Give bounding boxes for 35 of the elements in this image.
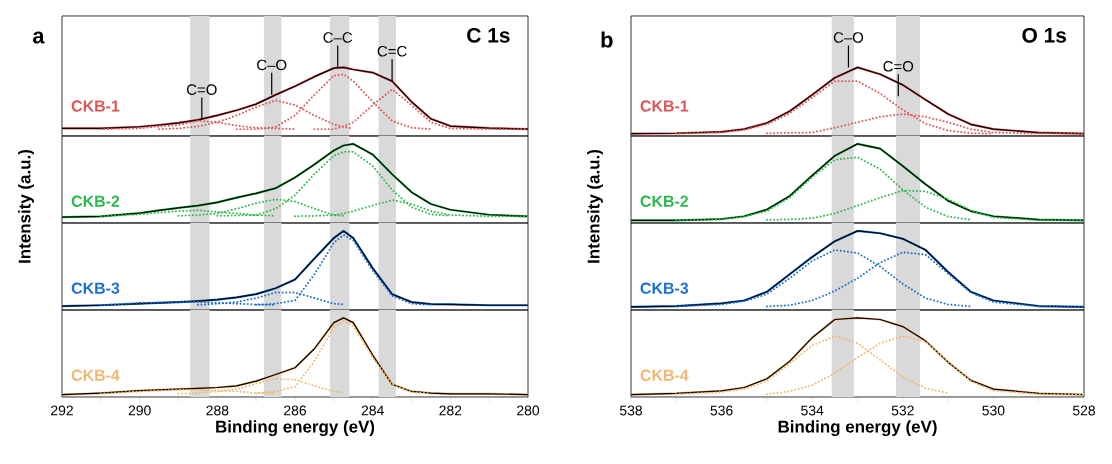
chart-title: b	[601, 31, 613, 48]
x-tick-label: 534	[801, 405, 824, 416]
series-label: CKB-2	[640, 195, 689, 207]
x-axis-title: Binding energy (eV)	[778, 420, 937, 437]
annotation: C=O	[883, 61, 914, 72]
series-label: CKB-3	[640, 282, 689, 294]
series-label: CKB-2	[71, 195, 120, 207]
series-label: CKB-1	[71, 100, 120, 112]
series-label: CKB-3	[71, 282, 120, 294]
x-axis-title: Binding energy (eV)	[216, 420, 375, 437]
x-tick-label: 280	[517, 405, 540, 416]
series-label: CKB-1	[640, 100, 689, 112]
annotation: C=C	[377, 45, 407, 57]
text: C 1s	[467, 27, 510, 43]
series-label: CKB-4	[640, 369, 689, 381]
series-label: CKB-4	[71, 369, 120, 381]
x-tick-label: 532	[891, 405, 914, 416]
x-tick-label: 282	[439, 405, 462, 416]
annotation: C–C	[323, 32, 353, 43]
x-tick-label: 290	[128, 405, 151, 416]
annotation: C–O	[833, 32, 864, 43]
x-tick-label: 530	[982, 405, 1005, 416]
x-tick-label: 284	[361, 405, 384, 416]
annotation: C=O	[187, 84, 217, 95]
y-axis-title: Intensity (a.u.)	[587, 149, 603, 263]
x-tick-label: 538	[619, 405, 643, 416]
text: O 1s	[1022, 27, 1067, 43]
y-axis-title: Intensity (a.u.)	[18, 149, 34, 263]
x-tick-label: 292	[51, 405, 73, 416]
x-tick-label: 286	[284, 405, 307, 416]
x-tick-label: 536	[710, 405, 733, 416]
chart-title: a	[32, 31, 45, 44]
x-tick-label: 288	[206, 405, 229, 416]
annotation: C–O	[257, 59, 287, 71]
x-tick-label: 528	[1072, 405, 1096, 416]
